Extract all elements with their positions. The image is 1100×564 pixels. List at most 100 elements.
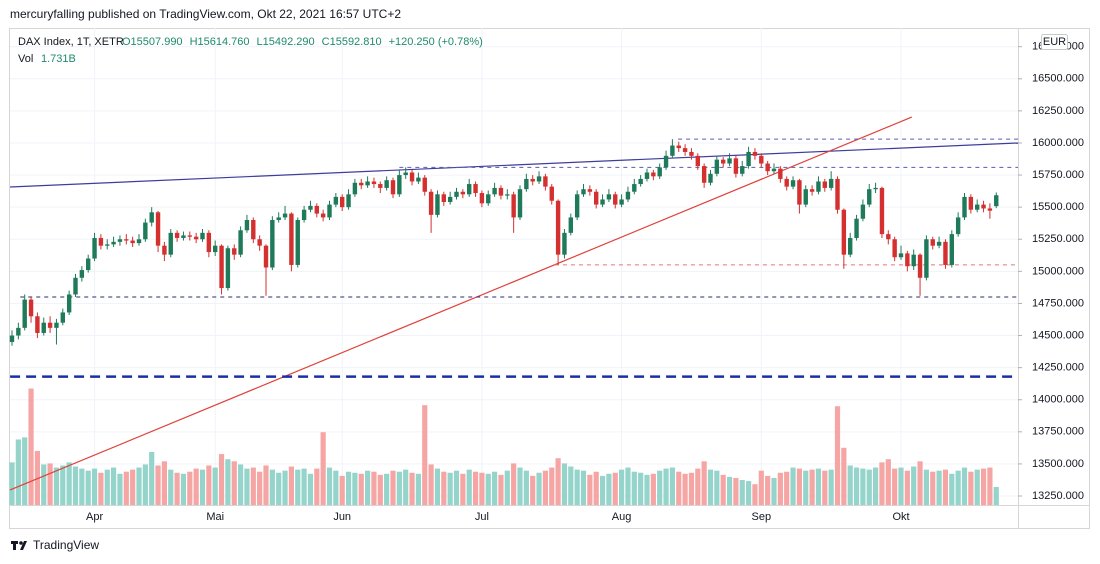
candle-body: [765, 163, 770, 172]
y-tick-label: 13750.000: [1032, 426, 1084, 438]
volume-bar: [193, 468, 199, 505]
candle-body: [22, 299, 27, 328]
x-tick-label: Sep: [752, 511, 772, 523]
candle-body: [54, 322, 59, 328]
trend-line: [10, 142, 1018, 188]
candle-body: [181, 235, 186, 238]
volume-bar: [771, 477, 777, 505]
candle-body: [790, 180, 796, 187]
volume-bar: [396, 471, 402, 505]
y-tick-label: 13500.000: [1032, 458, 1084, 470]
volume-bar: [117, 473, 123, 505]
volume-bar: [847, 465, 853, 505]
candle-body: [86, 258, 91, 271]
candle-body: [263, 245, 269, 268]
candle-body: [594, 191, 599, 205]
volume-bar: [587, 474, 593, 505]
volume-bar: [187, 471, 193, 505]
candle-body: [619, 199, 624, 205]
candle-body: [41, 322, 46, 333]
y-tick-label: 15500.000: [1032, 201, 1084, 213]
volume-bar: [180, 473, 187, 505]
volume-bar: [606, 473, 612, 505]
volume-bar: [904, 470, 910, 505]
volume-bar: [91, 468, 98, 505]
volume-bar: [447, 472, 453, 505]
candle-body: [816, 181, 821, 192]
volume-bar: [225, 459, 231, 505]
chart-frame: [9, 28, 1090, 529]
volume-bar: [377, 474, 383, 505]
candle-body: [638, 178, 643, 185]
candle-body: [409, 172, 415, 182]
volume-bar: [580, 470, 587, 505]
volume-bar: [809, 469, 815, 505]
candle-body: [60, 312, 65, 323]
candle-body: [530, 178, 535, 182]
x-tick-label: Apr: [86, 511, 103, 523]
symbol: DAX Index, 1T, XETR: [18, 36, 124, 48]
x-tick-label: Jul: [475, 511, 489, 523]
y-tick-label: 14250.000: [1032, 362, 1084, 374]
candle-body: [270, 220, 275, 268]
candle-body: [219, 245, 224, 289]
candle-body: [898, 253, 904, 258]
volume-bar: [688, 472, 695, 505]
volume-bar: [434, 468, 441, 505]
volume-bar: [599, 475, 606, 505]
candle-body: [136, 239, 142, 244]
volume-bar: [657, 470, 663, 505]
volume-bar: [22, 437, 28, 505]
candle-body: [848, 237, 853, 255]
candle-body: [803, 189, 808, 205]
candle-body: [797, 180, 802, 205]
candle-body: [943, 241, 948, 265]
candle-body: [384, 180, 389, 188]
candle-body: [295, 220, 300, 265]
volume-bar: [250, 467, 256, 505]
volume-bar: [326, 467, 333, 505]
candle-body: [822, 181, 827, 188]
candle-body: [905, 253, 910, 267]
candle-body: [924, 239, 929, 278]
candle-body: [47, 322, 53, 328]
volume-title: Vol: [18, 53, 33, 65]
volume-bar: [930, 471, 936, 505]
x-tick-label: Aug: [612, 511, 632, 523]
volume-bar: [85, 470, 91, 505]
candles: [9, 139, 999, 346]
volume-bar: [15, 439, 21, 505]
volume-bar: [961, 467, 968, 505]
candle-body: [759, 155, 764, 164]
brand: TradingView: [33, 538, 99, 552]
volume-bar: [993, 486, 999, 505]
volume-bar: [898, 467, 904, 505]
candle-body: [238, 230, 243, 255]
candle-body: [28, 299, 34, 317]
volume-bar: [149, 451, 155, 505]
candle-body: [460, 191, 466, 195]
brand-logo: [11, 541, 27, 550]
candle-body: [320, 213, 326, 218]
candle-body: [435, 194, 440, 215]
x-tick-label: Okt: [892, 511, 909, 523]
volume-bar: [479, 472, 485, 505]
volume-bar: [257, 471, 263, 505]
candle-body: [968, 196, 974, 210]
volume-bar: [612, 472, 618, 505]
candle-body: [809, 189, 815, 192]
candle-body: [428, 191, 434, 215]
candle-body: [867, 189, 872, 205]
candle-body: [873, 187, 878, 190]
y-tick-label: 14000.000: [1032, 394, 1084, 406]
volume-bar: [714, 470, 720, 505]
volume-bar: [485, 473, 491, 505]
volume-bar: [733, 477, 739, 505]
candle-body: [536, 176, 542, 182]
volume-bar: [695, 468, 701, 505]
candle-body: [162, 245, 167, 255]
candle-body: [632, 184, 637, 192]
volume-bar: [955, 470, 961, 505]
candle-body: [244, 220, 250, 231]
